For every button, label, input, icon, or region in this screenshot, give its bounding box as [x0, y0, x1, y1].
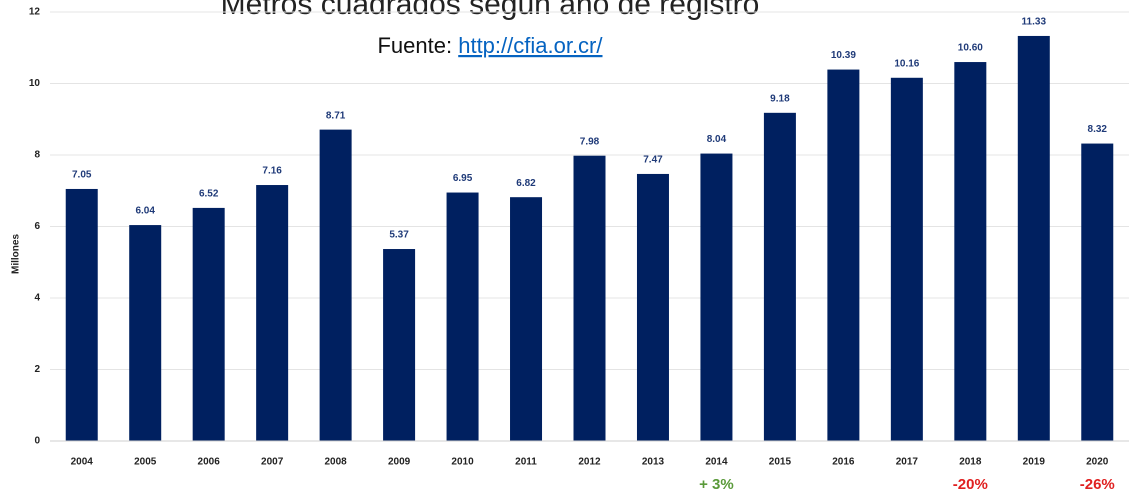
y-tick-label: 4 [34, 293, 40, 304]
x-tick-label: 2015 [769, 457, 792, 468]
x-tick-label: 2013 [642, 457, 665, 468]
bar [636, 173, 669, 441]
x-tick-label: 2017 [896, 457, 919, 468]
value-label: 6.52 [199, 189, 219, 200]
value-label: 7.98 [580, 136, 600, 147]
annotation: -20% [953, 476, 988, 493]
x-tick-label: 2005 [134, 457, 157, 468]
subtitle-link[interactable]: http://cfia.or.cr/ [458, 33, 603, 58]
x-tick-label: 2019 [1023, 457, 1046, 468]
value-label: 5.37 [389, 230, 409, 241]
bar [954, 62, 987, 442]
y-tick-label: 10 [29, 78, 41, 89]
bar [827, 69, 860, 442]
value-label: 10.60 [958, 43, 983, 54]
bar [1081, 143, 1114, 441]
value-label: 8.32 [1088, 124, 1108, 135]
y-tick-label: 12 [29, 7, 41, 18]
value-label: 8.71 [326, 110, 346, 121]
bar [65, 188, 98, 441]
x-tick-label: 2020 [1086, 457, 1109, 468]
x-tick-label: 2012 [578, 457, 601, 468]
x-tick-label: 2016 [832, 457, 855, 468]
bar [192, 207, 225, 441]
bar [510, 197, 543, 441]
value-label: 6.95 [453, 173, 473, 184]
y-tick-label: 8 [34, 150, 40, 161]
bar [1017, 35, 1050, 441]
value-label: 7.16 [262, 166, 282, 177]
bar [319, 129, 352, 441]
annotation: + 3% [699, 476, 734, 493]
value-label: 10.16 [894, 58, 919, 69]
value-label: 7.05 [72, 170, 92, 181]
x-tick-label: 2004 [71, 457, 94, 468]
y-tick-label: 6 [34, 221, 40, 232]
value-label: 7.47 [643, 155, 663, 166]
bar [763, 112, 796, 441]
bar [700, 153, 733, 441]
bar [256, 185, 289, 441]
x-tick-label: 2009 [388, 457, 411, 468]
value-label: 9.18 [770, 93, 790, 104]
value-label: 8.04 [707, 134, 727, 145]
value-label: 10.39 [831, 50, 856, 61]
bar [573, 155, 606, 441]
x-tick-label: 2010 [451, 457, 474, 468]
y-tick-label: 2 [34, 364, 40, 375]
x-tick-label: 2007 [261, 457, 284, 468]
value-label: 11.33 [1022, 17, 1047, 28]
bar [890, 77, 923, 441]
y-axis-label: Millones [11, 234, 22, 274]
x-tick-label: 2006 [198, 457, 221, 468]
bar [129, 225, 162, 441]
chart-title: Metros cuadrados según año de registro [221, 0, 760, 21]
subtitle: Fuente: http://cfia.or.cr/ [377, 33, 603, 58]
value-label: 6.82 [516, 178, 536, 189]
annotation: -26% [1080, 476, 1115, 493]
y-tick-label: 0 [34, 436, 40, 447]
x-tick-label: 2018 [959, 457, 982, 468]
x-tick-label: 2008 [324, 457, 347, 468]
bar [446, 192, 479, 441]
value-label: 6.04 [135, 206, 155, 217]
x-tick-label: 2011 [515, 457, 537, 468]
x-tick-label: 2014 [705, 457, 728, 468]
subtitle-prefix: Fuente: [377, 33, 452, 58]
bar [383, 249, 416, 441]
